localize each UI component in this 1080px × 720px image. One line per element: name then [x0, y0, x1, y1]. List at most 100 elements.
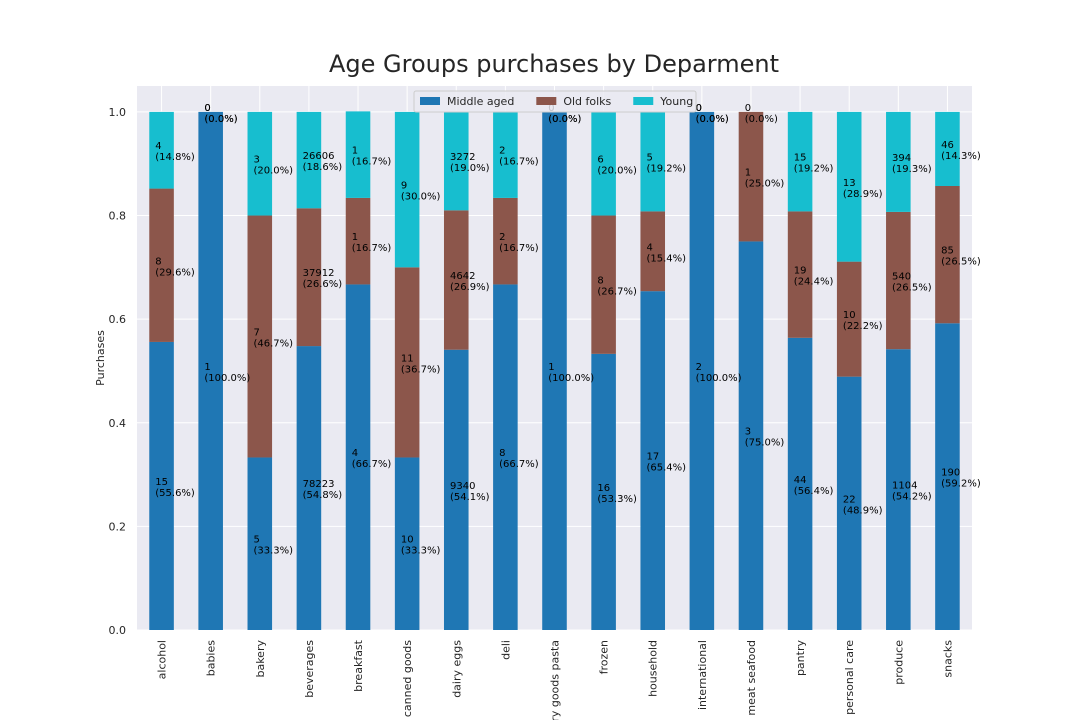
- bar-segment: [640, 211, 666, 292]
- data-label-count: 3: [254, 155, 260, 166]
- bar-segment: [247, 111, 273, 216]
- data-label: (36.7%): [401, 364, 441, 375]
- data-label: (100.0%): [696, 373, 742, 384]
- bar-segment: [886, 349, 911, 630]
- x-tick-label: household: [647, 640, 660, 697]
- data-label-count: 10: [843, 310, 856, 321]
- data-label-count: 4: [646, 242, 652, 253]
- data-label-count: 46: [941, 140, 954, 151]
- bar-segment: [738, 241, 764, 630]
- bar-segment: [787, 337, 813, 630]
- data-label: (24.4%): [794, 277, 834, 288]
- y-tick-label: 0.8: [109, 210, 127, 223]
- data-label: (26.7%): [597, 287, 637, 298]
- data-label: (0.0%): [548, 114, 581, 125]
- data-label-count: 0: [696, 103, 702, 114]
- bar-segment: [345, 284, 371, 630]
- bar-segment: [935, 185, 960, 324]
- x-tick-label: babies: [205, 640, 218, 677]
- bar-segment: [935, 111, 960, 186]
- data-label-count: 0: [696, 103, 702, 114]
- data-label: (0.0%): [548, 114, 581, 125]
- data-label-count: 17: [646, 452, 659, 463]
- data-label: (19.0%): [450, 163, 490, 174]
- x-tick-label: breakfast: [352, 639, 365, 691]
- x-tick-label: meat seafood: [745, 640, 758, 716]
- data-label-count: 540: [892, 272, 911, 283]
- data-label-count: 8: [499, 448, 505, 459]
- data-label: (46.7%): [254, 338, 294, 349]
- legend: Middle aged Old folks Young: [413, 90, 697, 113]
- data-label-count: 85: [941, 246, 954, 257]
- bar-segment: [493, 111, 518, 198]
- y-tick-label: 0.2: [109, 520, 127, 533]
- bar-segment: [591, 111, 616, 216]
- data-label: (20.0%): [597, 166, 637, 177]
- data-label-count: 3272: [450, 152, 475, 163]
- data-label: (19.3%): [892, 164, 932, 175]
- data-label-count: 6: [597, 155, 603, 166]
- data-label: (0.0%): [745, 114, 778, 125]
- bar-segment: [493, 197, 518, 285]
- data-label: (65.4%): [646, 463, 686, 474]
- data-label-count: 2: [499, 146, 505, 157]
- data-label: (15.4%): [646, 253, 686, 264]
- data-label: (30.0%): [401, 192, 441, 203]
- data-label-count: 15: [794, 153, 807, 164]
- data-label: (100.0%): [548, 373, 594, 384]
- data-label-count: 0: [204, 103, 210, 114]
- data-label-count: 2: [499, 232, 505, 243]
- x-tick-label: personal care: [843, 640, 856, 715]
- data-label: (56.4%): [794, 486, 834, 497]
- x-tick-label: dry goods pasta: [549, 640, 562, 720]
- data-label: (48.9%): [843, 505, 883, 516]
- data-label: (54.1%): [450, 492, 490, 503]
- data-label-count: 4: [352, 448, 358, 459]
- labels: 15(55.6%)8(29.6%)4(14.8%)1(100.0%)0(0.0%…: [155, 103, 981, 557]
- bar-segment: [394, 457, 420, 630]
- data-label-count: 13: [843, 178, 856, 189]
- data-label: (54.8%): [303, 490, 343, 501]
- data-label: (16.7%): [352, 243, 392, 254]
- y-tick-label: 0.4: [109, 417, 127, 430]
- bar-segment: [591, 353, 616, 630]
- legend-swatch: [536, 97, 557, 105]
- data-label-count: 9340: [450, 481, 475, 492]
- data-label: (19.2%): [794, 164, 834, 175]
- bar-segment: [689, 111, 715, 630]
- data-label-count: 1: [548, 362, 554, 373]
- data-label: (33.3%): [254, 546, 294, 557]
- bar-segment: [345, 111, 371, 198]
- data-label-count: 1: [352, 146, 358, 157]
- bar-segment: [443, 111, 469, 211]
- x-tick-label: deli: [499, 640, 512, 660]
- bar-segment: [836, 376, 862, 630]
- x-tick-label: produce: [892, 640, 905, 685]
- x-tick-label: international: [696, 640, 709, 710]
- legend-label: Old folks: [563, 95, 611, 108]
- bar-segment: [247, 215, 273, 458]
- data-label: (28.9%): [843, 189, 883, 200]
- data-label-count: 8: [155, 256, 161, 267]
- x-tick-label: bakery: [254, 640, 267, 678]
- bar-segment: [787, 111, 813, 212]
- data-label: (0.0%): [204, 114, 237, 125]
- data-label-count: 4642: [450, 271, 475, 282]
- data-label: (22.2%): [843, 321, 883, 332]
- x-tick-label: canned goods: [401, 640, 414, 717]
- data-label: (59.2%): [941, 479, 981, 490]
- x-tick-label: dairy eggs: [450, 640, 463, 698]
- bar-segment: [591, 215, 616, 354]
- data-label: (26.5%): [892, 283, 932, 294]
- bar-segment: [394, 111, 420, 268]
- data-label: (14.8%): [155, 152, 195, 163]
- data-label-count: 190: [941, 468, 960, 479]
- bar-segment: [394, 267, 420, 458]
- legend-label: Middle aged: [447, 95, 514, 108]
- data-label: (54.2%): [892, 492, 932, 503]
- bar-segment: [738, 111, 764, 242]
- data-label: (55.6%): [155, 488, 195, 499]
- data-label: (14.3%): [941, 151, 981, 162]
- data-label: (25.0%): [745, 179, 785, 190]
